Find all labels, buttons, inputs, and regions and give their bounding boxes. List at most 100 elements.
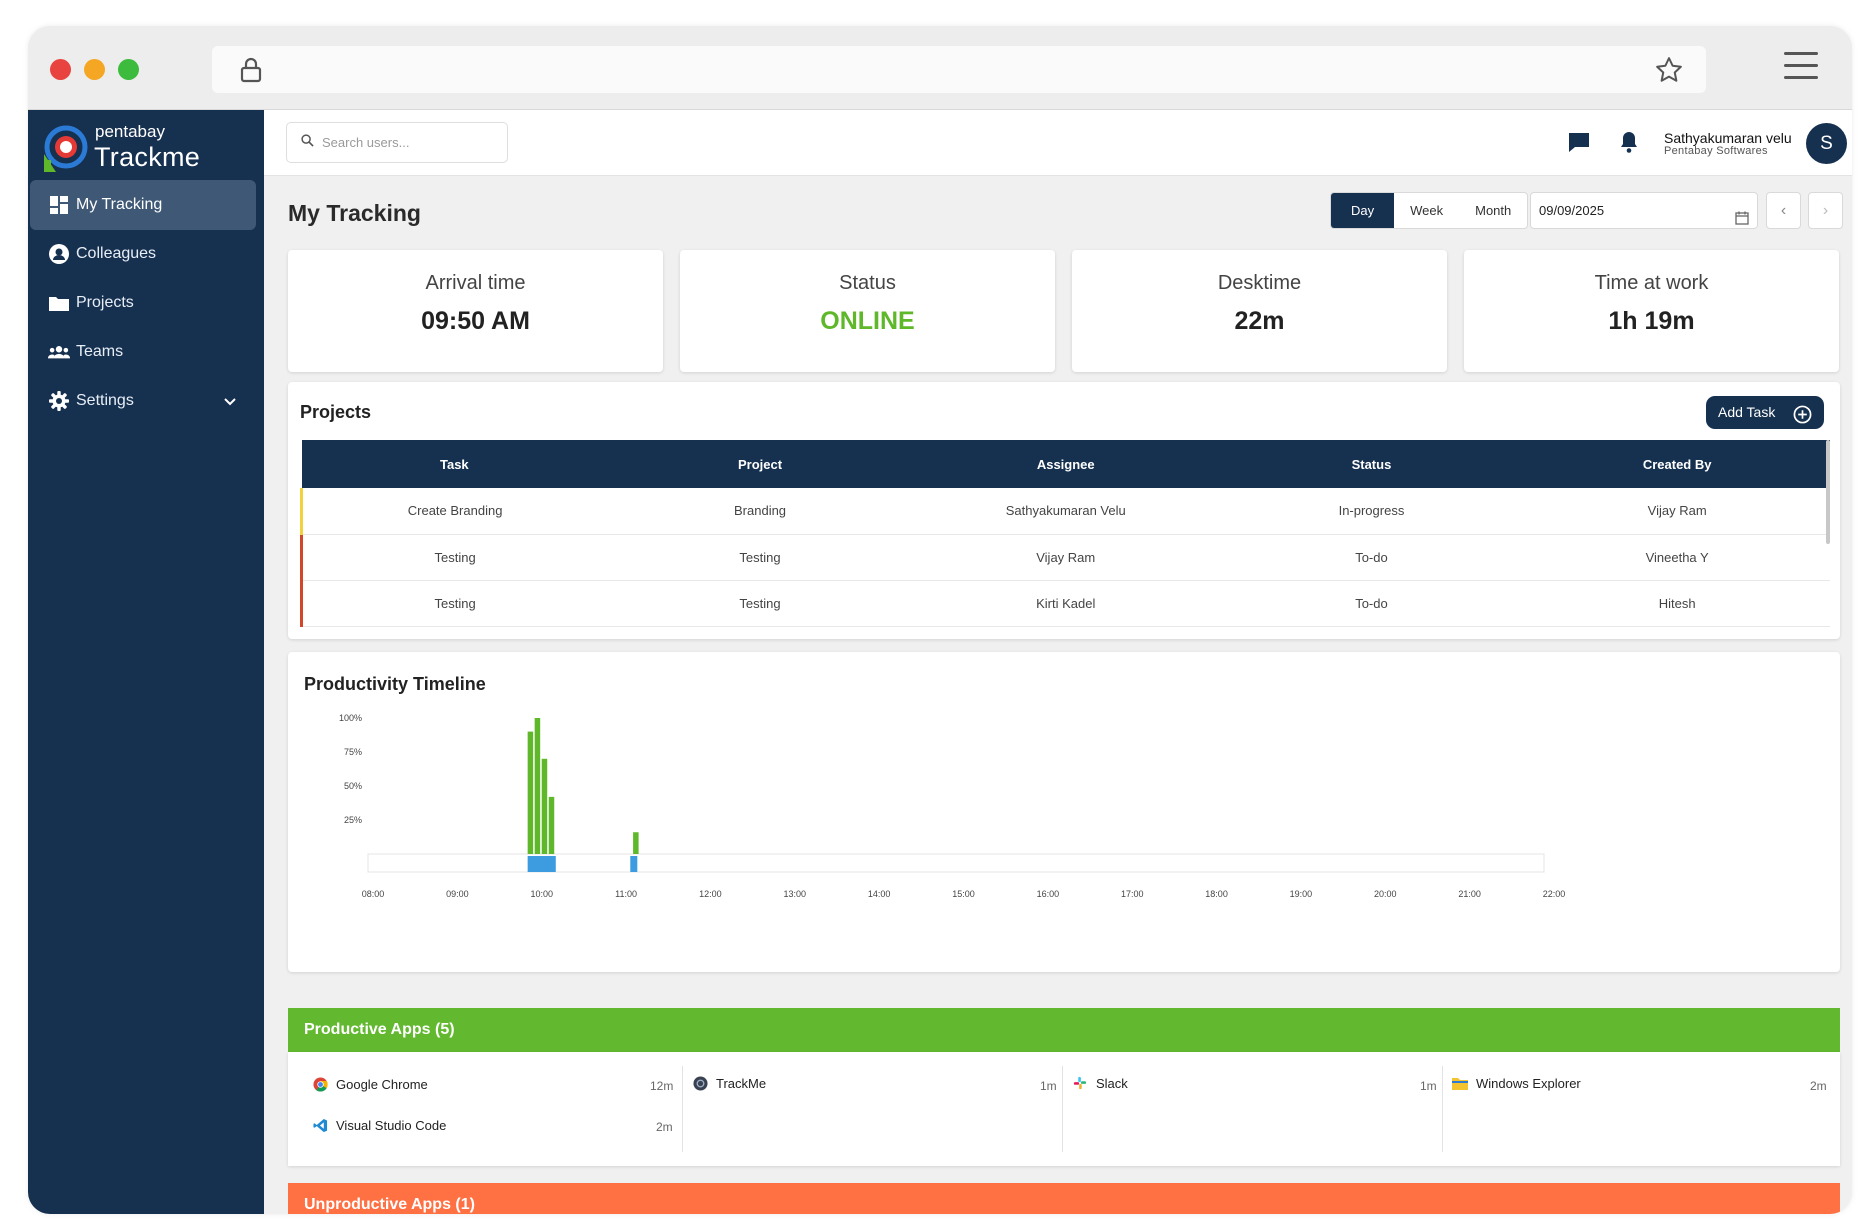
table-row[interactable]: Create Branding Branding Sathyakumaran V…: [300, 488, 1830, 535]
brand-main-text: Trackme: [94, 142, 201, 172]
y-tick-label: 75%: [344, 747, 362, 757]
app-name: Visual Studio Code: [336, 1117, 447, 1133]
y-tick-label: 25%: [344, 815, 362, 825]
productivity-bar: [527, 731, 534, 854]
tab-month[interactable]: Month: [1475, 203, 1512, 218]
timeline-title: Productivity Timeline: [304, 674, 486, 694]
next-date-button[interactable]: ›: [1808, 192, 1843, 229]
column-header-assignee[interactable]: Assignee: [912, 440, 1219, 488]
status-cell: To-do: [1218, 534, 1525, 581]
chevron-left-icon: ‹: [1780, 202, 1787, 219]
sidebar-item-label: Projects: [76, 294, 134, 311]
tab-week[interactable]: Week: [1410, 203, 1444, 218]
x-tick-label: 13:00: [784, 889, 807, 899]
column-header-task[interactable]: Task: [301, 440, 608, 488]
search-box[interactable]: [286, 122, 508, 163]
bookmark-star-icon[interactable]: [1654, 55, 1684, 90]
search-input[interactable]: [322, 135, 492, 150]
app-time: 2m: [656, 1120, 673, 1134]
x-tick-label: 11:00: [615, 889, 637, 899]
dashboard-icon: [48, 196, 70, 214]
tab-day[interactable]: Day: [1331, 193, 1395, 228]
column-header-project[interactable]: Project: [607, 440, 913, 488]
card-label: Arrival time: [425, 272, 526, 294]
unproductive-apps-header[interactable]: Unproductive Apps (1): [288, 1183, 1840, 1214]
app-time: 12m: [650, 1079, 674, 1093]
status-card: Status ONLINE: [680, 250, 1055, 372]
avatar[interactable]: S: [1806, 123, 1847, 164]
x-tick-label: 18:00: [1205, 889, 1228, 899]
productivity-timeline-panel: Productivity Timeline 100% 75% 50% 25% 08:0…: [288, 652, 1840, 972]
trackme-logo: pentabay Trackme: [42, 120, 242, 174]
folder-icon: [1452, 1075, 1468, 1091]
users-icon: [48, 344, 70, 360]
maximize-window-button[interactable]: [118, 59, 139, 80]
x-tick-label: 09:00: [446, 889, 469, 899]
card-value: 09:50 AM: [421, 307, 530, 335]
created-by-cell: Vineetha Y: [1524, 534, 1830, 581]
created-by-cell: Hitesh: [1524, 580, 1830, 627]
productivity-bar: [548, 796, 555, 854]
task-cell: Testing: [300, 580, 608, 627]
y-tick-label: 50%: [344, 781, 362, 791]
address-bar[interactable]: [212, 46, 1706, 93]
trackme-icon: [692, 1075, 708, 1091]
date-picker[interactable]: 09/09/2025: [1530, 192, 1758, 229]
column-divider: [682, 1066, 683, 1152]
sidebar-item-colleagues[interactable]: Colleagues: [30, 229, 256, 279]
notification-bell-icon[interactable]: [1619, 131, 1639, 158]
card-value: ONLINE: [820, 307, 915, 335]
plus-circle-icon: [1793, 403, 1812, 436]
main-content: My Tracking Day Week Month 09/09/2025 ‹ …: [264, 176, 1852, 1214]
x-tick-label: 10:00: [530, 889, 553, 899]
sidebar-item-my-tracking[interactable]: My Tracking: [30, 180, 256, 230]
y-tick-label: 100%: [339, 713, 362, 723]
column-divider: [1062, 1066, 1063, 1152]
app-time: 1m: [1420, 1079, 1437, 1093]
app-name: Slack: [1096, 1075, 1128, 1091]
column-header-status[interactable]: Status: [1218, 440, 1525, 488]
column-header-created-by[interactable]: Created By: [1524, 440, 1830, 488]
timeline-track: [367, 853, 1545, 873]
sidebar-item-label: Teams: [76, 343, 124, 360]
app-item-visual-studio-code: Visual Studio Code: [312, 1117, 446, 1133]
productivity-bar: [541, 758, 548, 854]
sidebar-item-label: Settings: [76, 392, 134, 409]
close-window-button[interactable]: [50, 59, 71, 80]
date-range-tabs: Day Week Month: [1330, 192, 1529, 229]
table-scrollbar[interactable]: [1826, 440, 1830, 544]
sidebar-item-teams[interactable]: Teams: [30, 327, 256, 377]
card-label: Desktime: [1217, 272, 1302, 294]
gear-icon: [48, 391, 70, 411]
sidebar-item-projects[interactable]: Projects: [30, 278, 256, 328]
sidebar-item-settings[interactable]: Settings: [30, 376, 256, 426]
app-name: TrackMe: [716, 1075, 767, 1091]
assignee-cell: Kirti Kadel: [912, 580, 1219, 627]
app-name: Google Chrome: [336, 1076, 428, 1092]
folder-icon: [48, 295, 70, 311]
user-name: Sathyakumaran velu: [1664, 130, 1792, 146]
table-row[interactable]: Testing Testing Kirti Kadel To-do Hitesh: [300, 580, 1830, 627]
sidebar-item-label: Colleagues: [76, 245, 157, 262]
minimize-window-button[interactable]: [84, 59, 105, 80]
chat-icon[interactable]: [1568, 132, 1590, 158]
table-header-row: Task Project Assignee Status Created By: [301, 440, 1830, 488]
add-task-button[interactable]: Add Task: [1706, 396, 1824, 429]
previous-date-button[interactable]: ‹: [1766, 192, 1801, 229]
browser-menu-icon[interactable]: [1784, 52, 1818, 88]
x-tick-label: 22:00: [1543, 889, 1566, 899]
slack-icon: [1072, 1075, 1088, 1091]
activity-span: [527, 856, 556, 872]
calendar-icon[interactable]: [1735, 203, 1749, 238]
app-item-trackme: TrackMe: [692, 1075, 766, 1091]
assignee-cell: Sathyakumaran Velu: [912, 488, 1219, 535]
productive-apps-list: Google Chrome 12m Visual Studio Code 2m …: [288, 1052, 1840, 1166]
x-tick-label: 19:00: [1290, 889, 1313, 899]
x-tick-label: 15:00: [952, 889, 975, 899]
productive-apps-header[interactable]: Productive Apps (5): [288, 1008, 1840, 1052]
chrome-icon: [312, 1076, 328, 1092]
desktime-card: Desktime 22m: [1072, 250, 1447, 372]
tasks-table: Task Project Assignee Status Created By …: [300, 440, 1830, 627]
chevron-down-icon: [224, 393, 236, 411]
table-row[interactable]: Testing Testing Vijay Ram To-do Vineetha…: [300, 534, 1830, 581]
